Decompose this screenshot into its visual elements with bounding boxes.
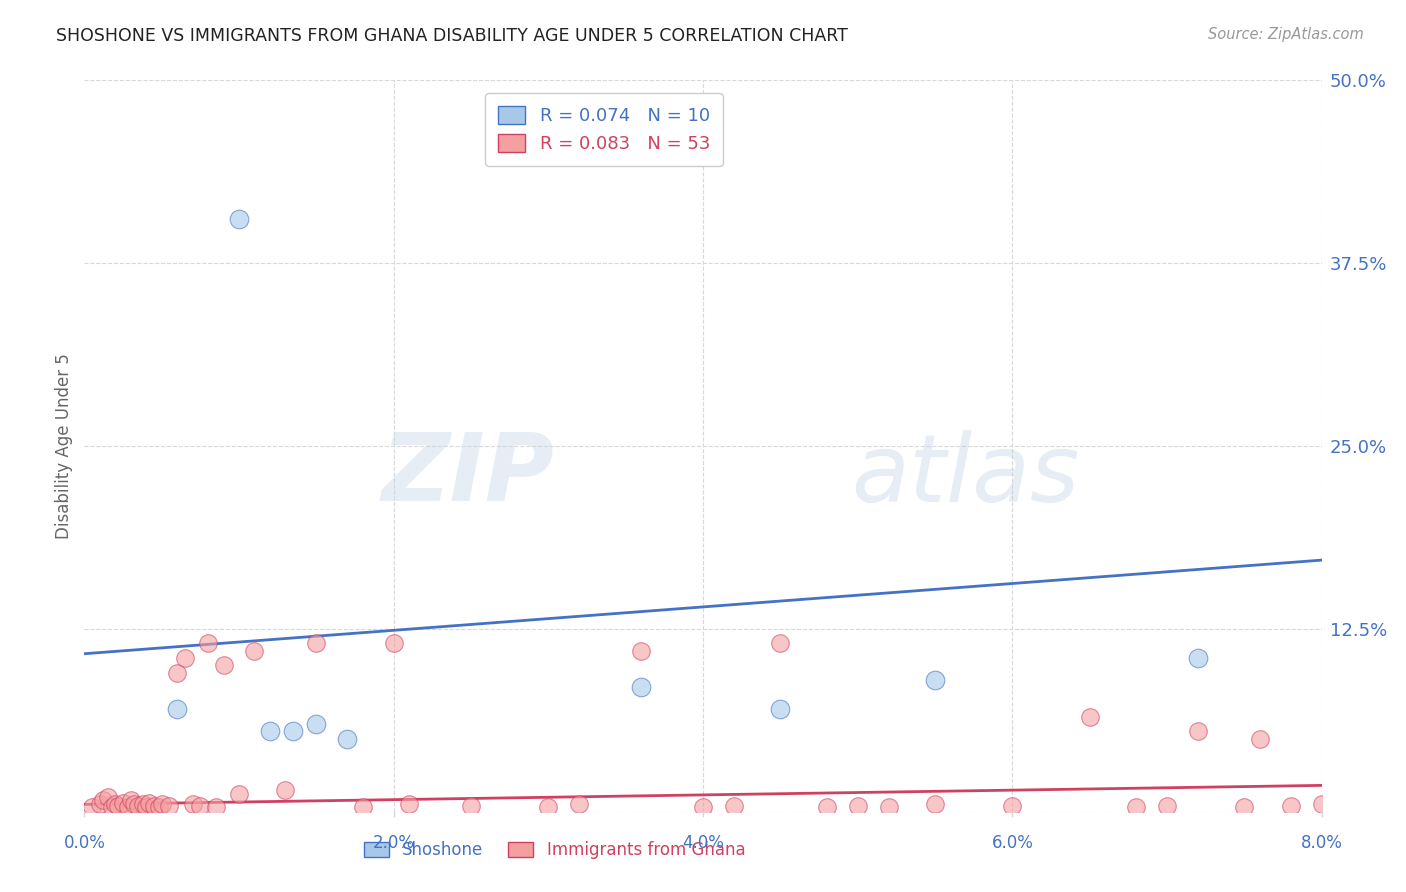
Text: Source: ZipAtlas.com: Source: ZipAtlas.com	[1208, 27, 1364, 42]
Point	[460, 798, 482, 813]
Point	[91, 793, 114, 807]
Point	[228, 787, 250, 801]
Point	[283, 724, 305, 739]
Point	[1125, 800, 1147, 814]
Point	[132, 797, 155, 812]
Point	[692, 800, 714, 814]
Point	[305, 717, 328, 731]
Point	[1233, 800, 1256, 814]
Text: SHOSHONE VS IMMIGRANTS FROM GHANA DISABILITY AGE UNDER 5 CORRELATION CHART: SHOSHONE VS IMMIGRANTS FROM GHANA DISABI…	[56, 27, 848, 45]
Point	[174, 651, 197, 665]
Point	[122, 797, 145, 812]
Text: ZIP: ZIP	[381, 429, 554, 521]
Text: 4.0%: 4.0%	[682, 834, 724, 852]
Point	[181, 797, 204, 812]
Point	[96, 790, 120, 805]
Point	[228, 212, 250, 227]
Point	[1279, 798, 1302, 813]
Point	[128, 798, 150, 813]
Point	[243, 644, 266, 658]
Point	[398, 797, 420, 812]
Point	[630, 644, 652, 658]
Point	[723, 798, 745, 813]
Point	[150, 797, 173, 812]
Point	[104, 797, 127, 812]
Point	[82, 800, 104, 814]
Point	[259, 724, 281, 739]
Point	[630, 681, 652, 695]
Point	[112, 796, 135, 810]
Point	[166, 702, 188, 716]
Point	[143, 798, 166, 813]
Point	[117, 800, 139, 814]
Point	[159, 798, 181, 813]
Point	[166, 665, 188, 680]
Text: 8.0%: 8.0%	[1301, 834, 1343, 852]
Point	[138, 796, 160, 810]
Text: 6.0%: 6.0%	[991, 834, 1033, 852]
Point	[1310, 797, 1333, 812]
Point	[1001, 798, 1024, 813]
Point	[89, 797, 111, 812]
Text: 0.0%: 0.0%	[63, 834, 105, 852]
Point	[212, 658, 235, 673]
Point	[815, 800, 838, 814]
Point	[135, 800, 157, 814]
Point	[352, 800, 374, 814]
Point	[1078, 709, 1101, 723]
Point	[924, 797, 946, 812]
Point	[1249, 731, 1271, 746]
Point	[188, 798, 212, 813]
Point	[120, 793, 142, 807]
Point	[274, 782, 297, 797]
Text: atlas: atlas	[852, 430, 1080, 521]
Text: 2.0%: 2.0%	[373, 834, 415, 852]
Point	[1187, 724, 1209, 739]
Point	[305, 636, 328, 650]
Point	[769, 702, 792, 716]
Point	[877, 800, 900, 814]
Point	[568, 797, 591, 812]
Point	[924, 673, 946, 687]
Point	[101, 800, 124, 814]
Point	[336, 731, 359, 746]
Point	[205, 800, 228, 814]
Y-axis label: Disability Age Under 5: Disability Age Under 5	[55, 353, 73, 539]
Point	[107, 798, 129, 813]
Point	[148, 800, 170, 814]
Point	[1156, 798, 1178, 813]
Point	[846, 798, 869, 813]
Point	[769, 636, 792, 650]
Legend: Shoshone, Immigrants from Ghana: Shoshone, Immigrants from Ghana	[357, 834, 752, 865]
Point	[197, 636, 219, 650]
Point	[382, 636, 405, 650]
Point	[537, 800, 560, 814]
Point	[1187, 651, 1209, 665]
